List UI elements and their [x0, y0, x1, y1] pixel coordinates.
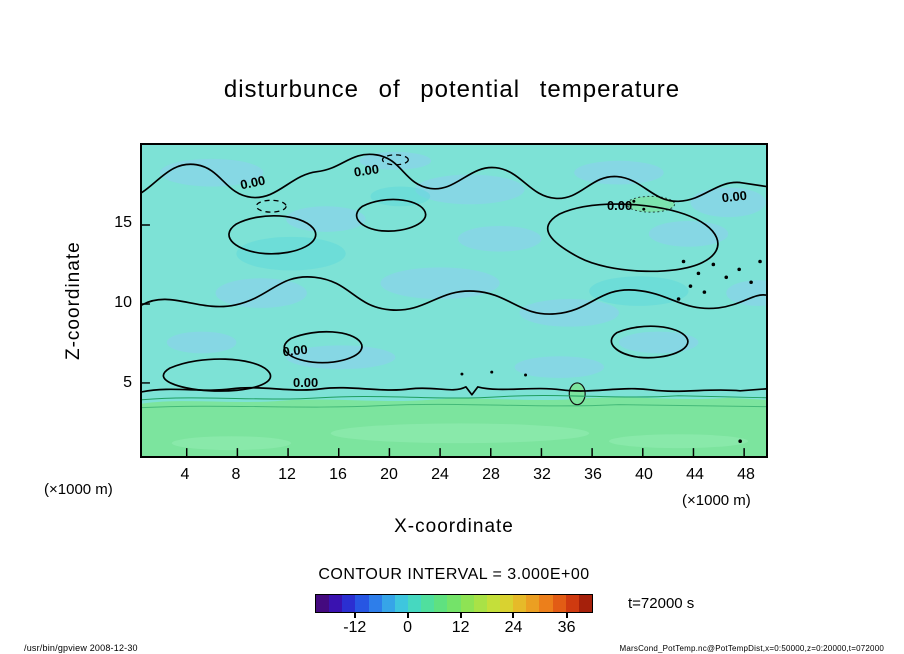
colorbar-segment: [407, 595, 422, 612]
footer-command: /usr/bin/gpview 2008-12-30: [24, 643, 138, 653]
x-tick-label: 20: [380, 466, 398, 483]
colorbar-segment: [434, 595, 448, 612]
colorbar-segment: [316, 595, 330, 612]
surface-bump: [568, 382, 586, 406]
x-tick-label: 24: [431, 466, 449, 483]
colorbar-tick-label: 24: [504, 619, 523, 636]
colorbar-segment: [355, 595, 369, 612]
contour-label: 0.00: [293, 375, 318, 390]
x-tick-label: 28: [482, 466, 500, 483]
colorbar-segment: [513, 595, 527, 612]
y-tick-label: 10: [114, 294, 132, 311]
x-tick-label: 12: [278, 466, 296, 483]
colorbar-gradient: [315, 594, 593, 613]
colorbar-segment: [368, 595, 382, 612]
tiny-contour-dots: [460, 199, 762, 443]
x-tick-label: 36: [584, 466, 602, 483]
cool-patches: [159, 151, 766, 379]
time-annotation: t=72000 s: [628, 595, 695, 612]
colorbar-tick: [565, 613, 568, 618]
colorbar-tick-label: 12: [451, 619, 470, 636]
colorbar-segment: [526, 595, 540, 612]
contour-label: 0.00: [239, 173, 267, 193]
colorbar-segment: [421, 595, 435, 612]
y-tick-label: 5: [123, 374, 132, 391]
x-axis-label: X-coordinate: [394, 516, 514, 537]
contour-value-labels: 0.00 0.00 0.00 0.00 0.00 0.00: [239, 161, 748, 390]
colorbar-tick-label: 36: [557, 619, 576, 636]
surface-zero-line: [142, 395, 766, 409]
y-tick-label: 15: [114, 214, 132, 231]
x-tick-label: 16: [329, 466, 347, 483]
colorbar-tick: [459, 613, 462, 618]
colorbar-tick: [406, 613, 409, 618]
contour-plot-canvas: 0.00 0.00 0.00 0.00 0.00 0.00: [142, 145, 766, 456]
colorbar-segment: [539, 595, 553, 612]
colorbar-segment: [381, 595, 395, 612]
axis-tick-marks: [142, 224, 745, 456]
x-tick-label: 40: [635, 466, 653, 483]
colorbar: -12 0 12 24 36: [315, 594, 593, 644]
x-tick-label: 8: [231, 466, 241, 483]
colorbar-segment: [486, 595, 500, 612]
contour-label: 0.00: [282, 342, 309, 359]
contour-label: 0.00: [607, 198, 632, 213]
deep-cyan-patches: [236, 186, 689, 306]
contour-label: 0.00: [721, 188, 748, 205]
colorbar-tick: [353, 613, 356, 618]
colorbar-segment: [473, 595, 487, 612]
colorbar-tick: [512, 613, 515, 618]
colorbar-segment: [565, 595, 579, 612]
colorbar-segment: [394, 595, 408, 612]
x-tick-label: 4: [180, 466, 190, 483]
y-axis-label: Z-coordinate: [63, 241, 84, 360]
x-tick-label: 44: [686, 466, 704, 483]
colorbar-tick-label: -12: [343, 619, 367, 636]
x-tick-label: 32: [533, 466, 551, 483]
x-axis-unit: (×1000 m): [682, 492, 751, 509]
colorbar-segment: [342, 595, 356, 612]
contour-plot: 0.00 0.00 0.00 0.00 0.00 0.00: [140, 143, 768, 458]
x-tick-label: 48: [737, 466, 755, 483]
contour-label: 0.00: [353, 161, 380, 179]
footer-source: MarsCond_PotTemp.nc@PotTempDist,x=0:5000…: [619, 644, 884, 653]
colorbar-segment: [460, 595, 474, 612]
zero-contour-lines: [142, 153, 766, 396]
colorbar-tick-label: 0: [403, 619, 413, 636]
chart-title: disturbunce of potential temperature: [223, 76, 681, 103]
y-axis-unit: (×1000 m): [44, 481, 113, 498]
contour-interval-label: CONTOUR INTERVAL = 3.000E+00: [318, 566, 590, 583]
colorbar-segment: [499, 595, 514, 612]
surface-band-highlights: [171, 423, 749, 451]
colorbar-segment: [578, 595, 592, 612]
colorbar-segment: [552, 595, 566, 612]
colorbar-segment: [447, 595, 461, 612]
colorbar-segment: [329, 595, 343, 612]
